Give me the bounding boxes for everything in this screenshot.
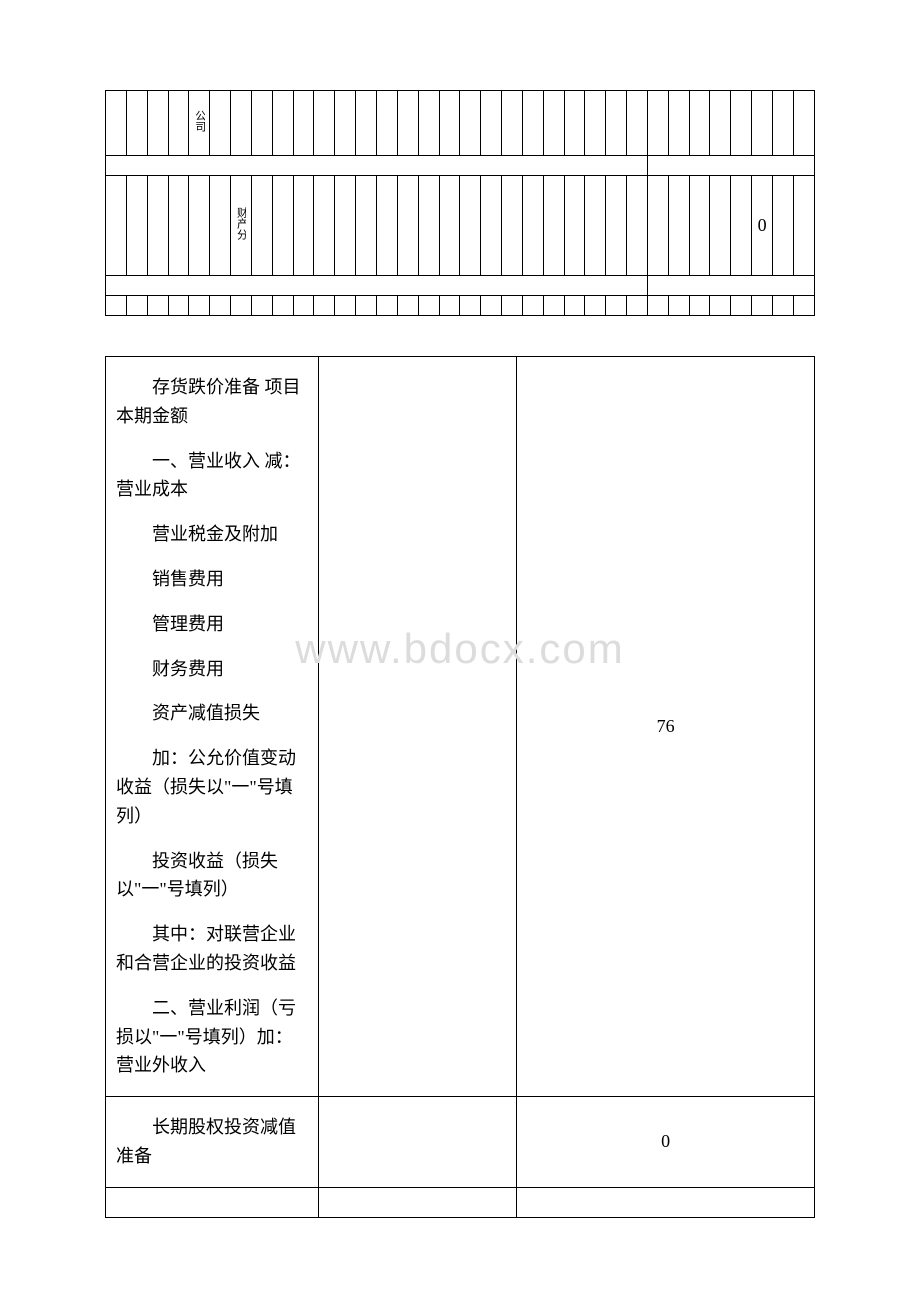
line-operating-profit: 二、营业利润（亏损以"一"号填列）加：营业外收入 xyxy=(106,986,318,1088)
line-impairment-loss: 资产减值损失 xyxy=(106,691,318,736)
line-operating-revenue: 一、营业收入 减：营业成本 xyxy=(106,439,318,513)
line-associate-jv-income: 其中：对联营企业和合营企业的投资收益 xyxy=(106,912,318,986)
upper-grid-table: 公司 xyxy=(105,90,815,316)
line-tax-surcharge: 营业税金及附加 xyxy=(106,512,318,557)
table-row: 存货跌价准备 项目 本期金额 一、营业收入 减：营业成本 营业税金及附加 销售费… xyxy=(106,357,815,1097)
upper-spacer-1 xyxy=(106,156,815,176)
line-inventory-provision: 存货跌价准备 项目 本期金额 xyxy=(106,365,318,439)
upper-row-2: 财产分 0 xyxy=(106,176,815,276)
table-row-empty xyxy=(106,1187,815,1217)
income-statement-table: 存货跌价准备 项目 本期金额 一、营业收入 减：营业成本 营业税金及附加 销售费… xyxy=(105,356,815,1218)
line-longterm-equity-provision: 长期股权投资减值准备 xyxy=(106,1105,318,1179)
line-fair-value-change: 加：公允价值变动收益（损失以"一"号填列） xyxy=(106,736,318,838)
upper-row-3 xyxy=(106,296,815,316)
table-row: 长期股权投资减值准备 0 xyxy=(106,1097,815,1188)
upper-cell-text-2: 财产分 xyxy=(235,207,246,240)
upper-row2-value-cell: 0 xyxy=(752,176,773,276)
upper-row-1: 公司 xyxy=(106,91,815,156)
line-selling-expense: 销售费用 xyxy=(106,557,318,602)
line-finance-expense: 财务费用 xyxy=(106,647,318,692)
value-cell-76: 76 xyxy=(517,357,815,1097)
upper-spacer-2 xyxy=(106,276,815,296)
line-admin-expense: 管理费用 xyxy=(106,602,318,647)
upper-cell-text-1: 公司 xyxy=(194,110,205,132)
value-cell-0: 0 xyxy=(517,1097,815,1188)
line-investment-income: 投资收益（损失以"一"号填列） xyxy=(106,839,318,913)
